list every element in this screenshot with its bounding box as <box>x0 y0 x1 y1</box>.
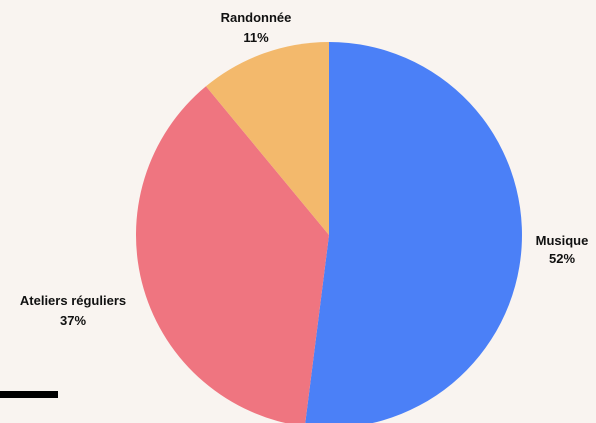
pie-slice-randonnee <box>205 41 329 235</box>
slice-value-label: 37% <box>60 313 86 328</box>
pie-slices <box>136 41 522 423</box>
slice-name-label: Ateliers réguliers <box>20 293 126 308</box>
slice-name-label: Musique <box>536 233 589 248</box>
pie-slice-ateliers-reguliers <box>136 86 329 423</box>
slice-name-label: Randonnée <box>221 10 292 25</box>
decorative-bar <box>0 391 58 398</box>
slice-value-label: 11% <box>243 30 269 45</box>
pie-labels: Musique 52% Ateliers réguliers 37% Randonnée… <box>20 10 588 328</box>
pie-slice-musique <box>305 42 522 423</box>
slice-value-label: 52% <box>549 251 575 266</box>
